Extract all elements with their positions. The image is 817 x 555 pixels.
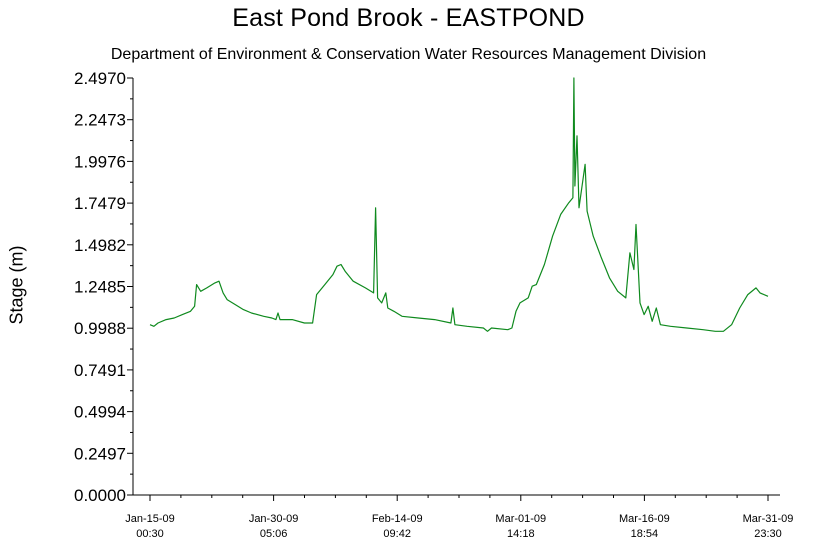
y-tick-label: 1.9976 (74, 152, 126, 171)
y-tick-label: 0.7491 (74, 361, 126, 380)
x-tick-label-date: Mar-31-09 (743, 513, 794, 525)
y-tick-label: 0.4994 (74, 403, 126, 422)
x-tick-label-date: Mar-01-09 (495, 513, 546, 525)
x-tick-label-time: 05:06 (260, 528, 288, 540)
x-tick-label-date: Jan-30-09 (249, 513, 299, 525)
y-tick-label: 1.4982 (74, 236, 126, 255)
x-tick-label-time: 23:30 (754, 528, 782, 540)
stage-series-line (149, 77, 769, 332)
chart-subtitle: Department of Environment & Conservation… (110, 46, 707, 63)
y-tick-label: 2.4970 (74, 69, 126, 88)
y-tick-label: 2.2473 (74, 111, 126, 130)
y-tick-label: 0.0000 (74, 486, 126, 505)
y-tick-label: 0.9988 (74, 319, 126, 338)
x-tick-label-time: 14:18 (507, 528, 535, 540)
x-tick-label-time: 00:30 (136, 528, 164, 540)
x-tick-label-date: Feb-14-09 (372, 513, 423, 525)
x-tick-label-time: 09:42 (383, 528, 411, 540)
y-tick-label: 1.7479 (74, 194, 126, 213)
x-tick-label-time: 18:54 (631, 528, 659, 540)
x-tick-label-date: Mar-16-09 (619, 513, 670, 525)
chart-title: East Pond Brook - EASTPOND (232, 4, 585, 32)
y-tick-label: 1.2485 (74, 278, 126, 297)
y-tick-label: 0.2497 (74, 444, 126, 463)
x-tick-label-date: Jan-15-09 (125, 513, 175, 525)
